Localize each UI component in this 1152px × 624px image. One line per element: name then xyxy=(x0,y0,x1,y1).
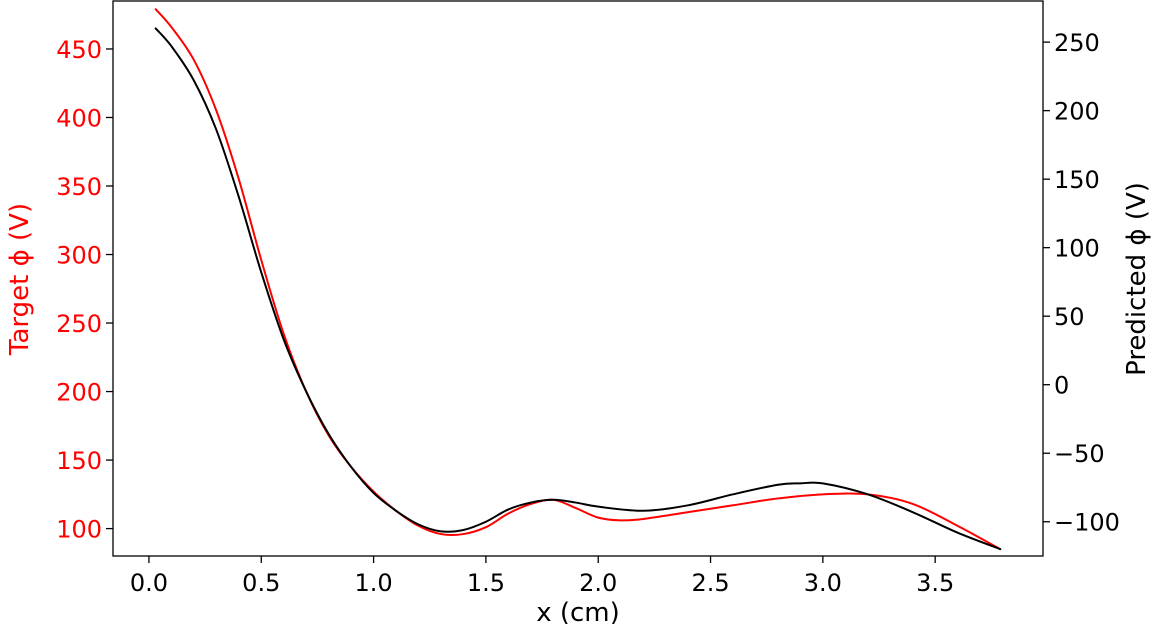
plot-frame xyxy=(112,0,1044,557)
series-lines xyxy=(154,8,1002,551)
x-axis-label: x (cm) xyxy=(536,598,620,624)
right-y-tick-label: 200 xyxy=(1054,98,1100,126)
left-y-tick-label: 100 xyxy=(56,516,102,544)
x-tick-label: 2.0 xyxy=(579,569,617,597)
right-y-tick-label: 150 xyxy=(1054,166,1100,194)
left-y-tick-label: 200 xyxy=(56,379,102,407)
target-phi-line xyxy=(154,8,1002,551)
left-y-tick-label: 150 xyxy=(56,447,102,475)
left-y-tick-label: 450 xyxy=(56,36,102,64)
left-y-tick-label: 250 xyxy=(56,310,102,338)
x-tick-label: 2.5 xyxy=(691,569,729,597)
x-tick-label: 0.0 xyxy=(130,569,168,597)
right-y-tick-label: 250 xyxy=(1054,29,1100,57)
right-y-axis: −100 −50 0 50 100 150 200 250 xyxy=(1043,29,1120,537)
right-y-tick-label: −100 xyxy=(1054,509,1120,537)
x-tick-label: 0.5 xyxy=(242,569,280,597)
left-y-tick-label: 300 xyxy=(56,242,102,270)
left-y-tick-label: 400 xyxy=(56,104,102,132)
x-tick-label: 1.5 xyxy=(467,569,505,597)
predicted-phi-line xyxy=(154,27,1002,551)
x-tick-label: 3.0 xyxy=(804,569,842,597)
left-y-axis: 100 150 200 250 300 350 400 450 xyxy=(56,36,113,544)
right-y-axis-label: Predicted ϕ (V) xyxy=(1122,182,1152,376)
left-y-axis-label: Target ϕ (V) xyxy=(5,203,35,356)
right-y-tick-label: 0 xyxy=(1054,372,1069,400)
x-tick-label: 1.0 xyxy=(354,569,392,597)
x-tick-label: 3.5 xyxy=(916,569,954,597)
x-axis: 0.0 0.5 1.0 1.5 2.0 2.5 3.0 3.5 xyxy=(130,556,954,597)
left-y-tick-label: 350 xyxy=(56,173,102,201)
right-y-tick-label: 100 xyxy=(1054,235,1100,263)
right-y-tick-label: −50 xyxy=(1054,440,1105,468)
right-y-tick-label: 50 xyxy=(1054,303,1085,331)
